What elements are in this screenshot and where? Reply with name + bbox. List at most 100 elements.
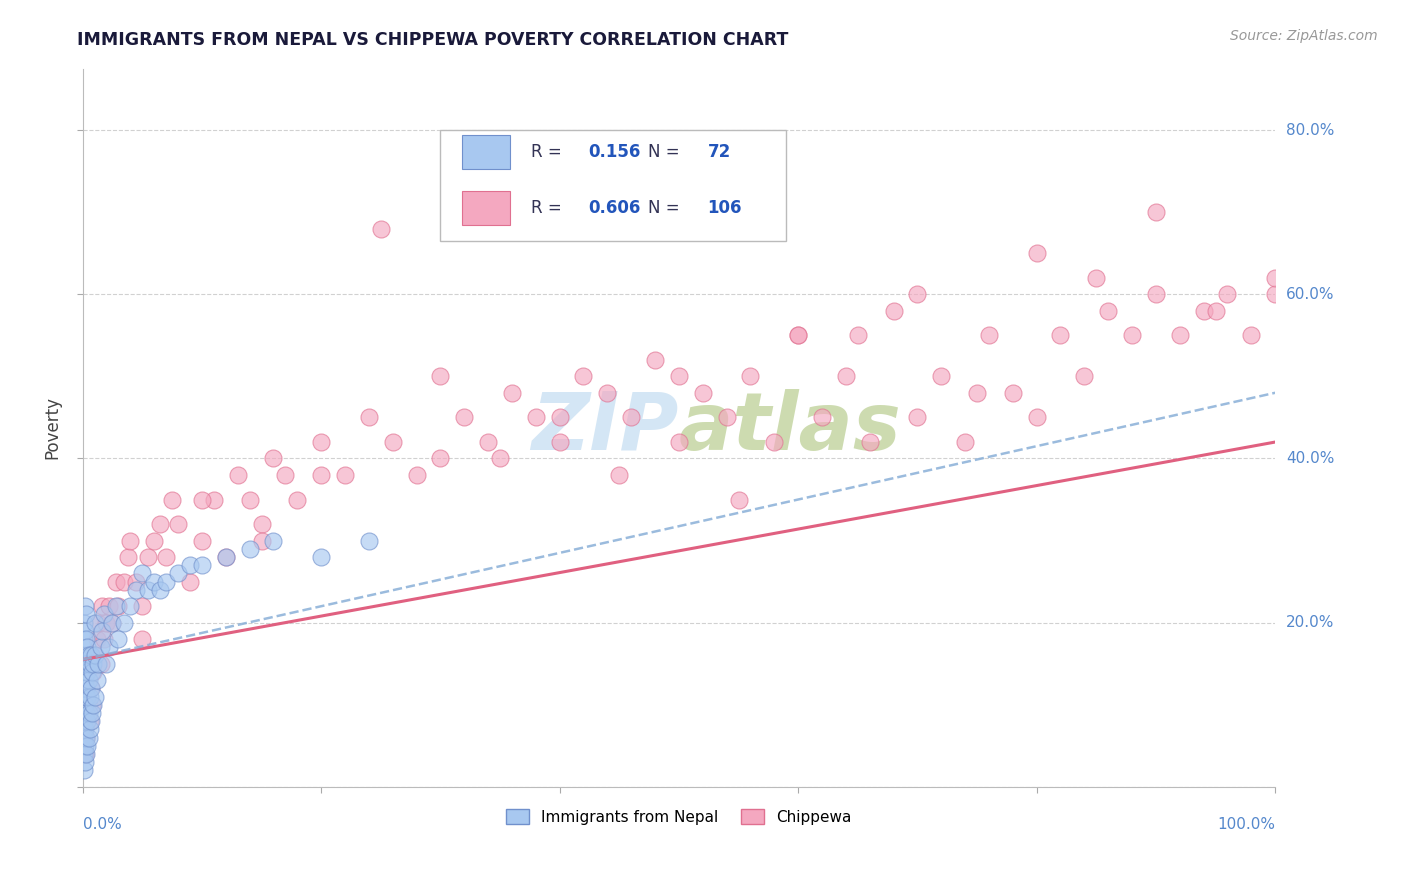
Point	[73, 698, 96, 712]
Point	[73, 681, 96, 696]
Point	[1049, 328, 1071, 343]
Point	[155, 549, 177, 564]
Point	[93, 607, 115, 622]
Point	[239, 541, 262, 556]
Point	[668, 369, 690, 384]
Point	[76, 665, 98, 679]
Point	[82, 657, 104, 671]
Point	[835, 369, 858, 384]
Text: R =: R =	[531, 199, 567, 217]
Point	[112, 615, 135, 630]
Text: 80.0%: 80.0%	[1286, 122, 1334, 137]
Point	[285, 492, 308, 507]
Point	[75, 681, 97, 696]
Point	[905, 410, 928, 425]
Point	[453, 410, 475, 425]
Point	[644, 353, 666, 368]
Point	[489, 188, 512, 202]
Point	[607, 164, 630, 178]
Point	[143, 574, 166, 589]
Point	[86, 673, 108, 687]
Point	[76, 714, 98, 728]
Point	[787, 328, 810, 343]
Point	[262, 451, 284, 466]
Point	[191, 533, 214, 548]
Point	[333, 467, 356, 482]
Point	[787, 328, 810, 343]
Point	[309, 435, 332, 450]
Point	[489, 451, 512, 466]
Point	[668, 435, 690, 450]
Point	[1216, 287, 1239, 301]
Point	[160, 492, 183, 507]
Point	[607, 467, 630, 482]
Point	[120, 599, 142, 614]
Point	[73, 731, 96, 745]
Point	[76, 739, 98, 753]
Point	[82, 698, 104, 712]
Point	[75, 657, 97, 671]
Point	[149, 582, 172, 597]
Point	[76, 714, 98, 728]
Point	[77, 731, 100, 745]
Point	[1073, 369, 1095, 384]
Point	[1168, 328, 1191, 343]
Point	[107, 599, 129, 614]
Text: atlas: atlas	[679, 389, 901, 467]
Point	[202, 492, 225, 507]
Point	[136, 582, 159, 597]
Point	[548, 435, 571, 450]
Point	[79, 714, 101, 728]
Point	[105, 574, 128, 589]
Point	[524, 410, 547, 425]
Point	[75, 747, 97, 761]
Point	[1264, 287, 1286, 301]
Point	[501, 385, 523, 400]
Point	[73, 747, 96, 761]
Point	[117, 549, 139, 564]
Point	[82, 665, 104, 679]
Point	[79, 723, 101, 737]
Point	[262, 533, 284, 548]
Point	[101, 615, 124, 630]
Point	[596, 385, 619, 400]
Point	[77, 698, 100, 712]
Point	[73, 599, 96, 614]
Point	[73, 615, 96, 630]
Point	[1121, 328, 1143, 343]
Text: 72: 72	[707, 143, 731, 161]
Point	[90, 599, 112, 614]
Point	[125, 582, 148, 597]
Point	[77, 706, 100, 720]
Point	[77, 657, 100, 671]
Text: Source: ZipAtlas.com: Source: ZipAtlas.com	[1230, 29, 1378, 43]
Point	[83, 615, 105, 630]
Point	[87, 657, 110, 671]
Point	[727, 492, 749, 507]
Point	[143, 533, 166, 548]
Point	[1025, 410, 1047, 425]
Point	[79, 657, 101, 671]
Point	[274, 467, 297, 482]
Y-axis label: Poverty: Poverty	[44, 396, 60, 459]
Point	[80, 648, 103, 663]
Point	[80, 681, 103, 696]
Point	[572, 369, 595, 384]
Point	[477, 435, 499, 450]
Point	[73, 624, 96, 638]
Point	[75, 607, 97, 622]
Point	[107, 632, 129, 646]
Legend: Immigrants from Nepal, Chippewa: Immigrants from Nepal, Chippewa	[501, 803, 858, 831]
Text: 0.606: 0.606	[588, 199, 641, 217]
Point	[226, 467, 249, 482]
Point	[131, 566, 153, 581]
Point	[179, 558, 201, 573]
Point	[73, 648, 96, 663]
Text: 106: 106	[707, 199, 742, 217]
Text: IMMIGRANTS FROM NEPAL VS CHIPPEWA POVERTY CORRELATION CHART: IMMIGRANTS FROM NEPAL VS CHIPPEWA POVERT…	[77, 31, 789, 49]
Point	[215, 549, 238, 564]
Text: N =: N =	[648, 199, 685, 217]
Point	[1025, 246, 1047, 260]
Point	[101, 615, 124, 630]
Point	[548, 410, 571, 425]
